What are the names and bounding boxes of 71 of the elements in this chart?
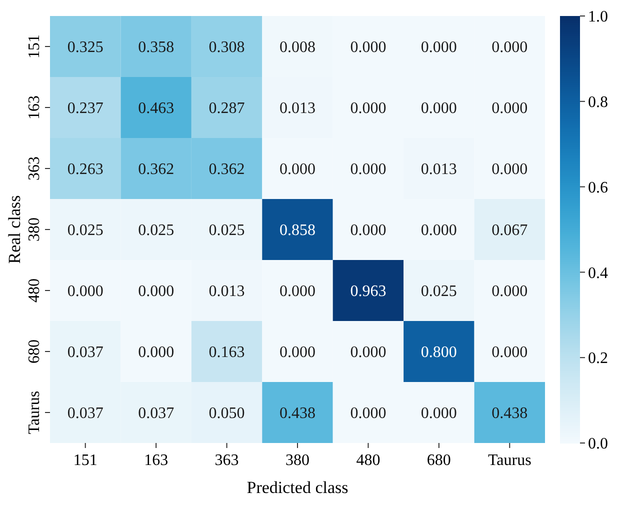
color-bar-label: 0.6 [588, 179, 608, 196]
data-label: 0.000 [280, 283, 316, 300]
data-label: 0.362 [138, 161, 174, 178]
data-label: 0.013 [420, 161, 457, 178]
data-label: 0.013 [208, 283, 245, 300]
data-label: 0.000 [492, 39, 528, 56]
data-label: 0.963 [350, 283, 386, 300]
y-tick-label: 163 [26, 96, 43, 120]
data-label: 0.237 [67, 100, 104, 118]
color-bar-label: 1.0 [588, 8, 608, 26]
x-tick-label: 163 [144, 452, 168, 469]
data-label: 0.000 [420, 405, 457, 422]
data-label: 0.362 [208, 161, 245, 178]
data-label: 0.000 [350, 39, 386, 56]
data-label: 0.438 [492, 405, 528, 422]
data-label: 0.000 [492, 161, 528, 178]
data-label: 0.263 [67, 161, 104, 178]
data-label: 0.000 [492, 100, 528, 118]
data-label: 0.358 [138, 39, 174, 56]
data-label: 0.000 [350, 405, 386, 422]
data-label: 0.025 [138, 222, 174, 240]
data-label: 0.000 [420, 100, 457, 118]
data-label: 0.000 [420, 39, 457, 56]
data-label: 0.025 [208, 222, 245, 240]
data-label: 0.008 [280, 39, 316, 56]
data-label: 0.000 [350, 161, 386, 178]
data-label: 0.013 [280, 100, 316, 118]
x-axis-title: Predicted class [246, 478, 348, 497]
y-axis-title: Real class [5, 195, 24, 264]
x-tick-label: 480 [356, 452, 380, 469]
data-label: 0.463 [138, 100, 174, 118]
data-label: 0.308 [208, 39, 245, 56]
color-bar-label: 0.2 [588, 350, 608, 368]
data-label: 0.000 [492, 283, 528, 300]
data-label: 0.000 [138, 344, 174, 362]
data-label: 0.287 [208, 100, 245, 118]
data-label: 0.067 [492, 222, 528, 240]
data-label: 0.025 [67, 222, 104, 240]
data-label: 0.858 [280, 222, 316, 240]
data-label: 0.000 [280, 344, 316, 362]
data-label: 0.037 [138, 405, 174, 422]
y-tick-label: 363 [26, 156, 43, 180]
y-tick-label: 680 [26, 340, 43, 364]
data-label: 0.025 [420, 283, 457, 300]
y-tick-label: Taurus [26, 390, 43, 434]
y-tick-label: 480 [26, 278, 43, 302]
x-tick-label: 380 [286, 452, 310, 469]
data-label: 0.000 [350, 344, 386, 362]
x-tick-label: 151 [73, 452, 98, 469]
x-tick-label: Taurus [488, 452, 532, 469]
data-label: 0.000 [138, 283, 174, 300]
color-bar-label: 0.8 [588, 94, 608, 111]
x-tick-label: 363 [214, 452, 239, 469]
data-label: 0.037 [67, 405, 104, 422]
y-tick-label: 151 [26, 34, 43, 58]
x-tick-label: 680 [426, 452, 451, 469]
data-label: 0.325 [67, 39, 104, 56]
data-label: 0.000 [420, 222, 457, 240]
data-label: 0.000 [350, 100, 386, 118]
data-label: 0.000 [280, 161, 316, 178]
data-label: 0.438 [280, 405, 316, 422]
color-bar-label: 0.0 [588, 436, 608, 453]
data-label: 0.000 [350, 222, 386, 240]
data-label: 0.800 [420, 344, 457, 362]
data-label: 0.000 [492, 344, 528, 362]
data-label: 0.050 [208, 405, 245, 422]
y-tick-label: 380 [26, 218, 43, 242]
data-label: 0.163 [208, 344, 245, 362]
data-label: 0.037 [67, 344, 104, 362]
data-label: 0.000 [67, 283, 104, 300]
color-bar-label: 0.4 [588, 264, 608, 282]
